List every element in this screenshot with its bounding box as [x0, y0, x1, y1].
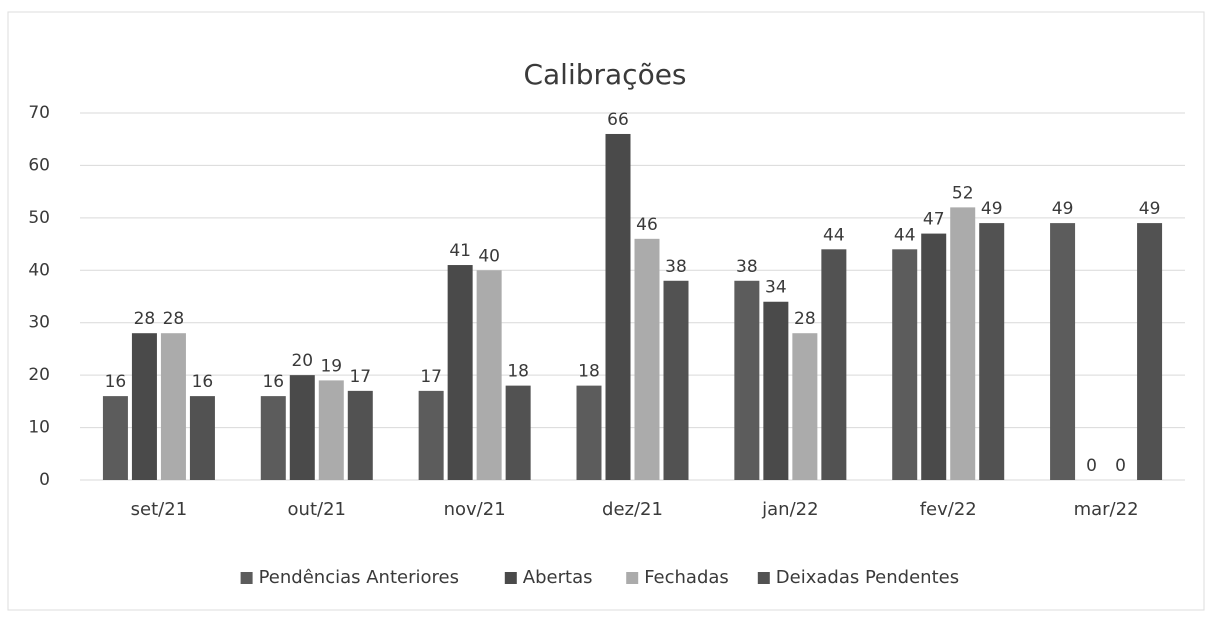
- bar: [734, 280, 760, 480]
- bar: [979, 223, 1005, 480]
- legend-label: Abertas: [523, 567, 593, 588]
- x-tick-label: fev/22: [920, 499, 977, 520]
- data-label: 46: [636, 215, 658, 235]
- data-label: 34: [765, 278, 787, 298]
- data-label: 49: [981, 199, 1003, 219]
- data-label: 28: [134, 309, 156, 329]
- data-label: 20: [291, 351, 313, 371]
- legend-label: Deixadas Pendentes: [776, 567, 959, 588]
- bar: [447, 265, 473, 480]
- legend-swatch: [757, 572, 770, 584]
- data-label: 47: [923, 210, 945, 230]
- bar: [260, 396, 286, 480]
- data-label: 19: [320, 356, 342, 376]
- bar: [418, 390, 444, 480]
- y-tick-label: 30: [28, 313, 50, 333]
- y-tick-label: 50: [28, 208, 50, 228]
- x-tick-label: mar/22: [1074, 499, 1139, 520]
- data-label: 16: [105, 372, 127, 392]
- data-label: 38: [736, 257, 758, 277]
- y-tick-label: 10: [28, 418, 50, 438]
- data-label: 28: [794, 309, 816, 329]
- bar: [102, 396, 128, 480]
- x-tick-label: set/21: [131, 499, 187, 520]
- y-tick-label: 40: [28, 260, 50, 280]
- data-label: 41: [449, 241, 471, 261]
- bar: [892, 249, 918, 480]
- data-label: 66: [607, 110, 629, 130]
- bar: [663, 280, 689, 480]
- data-label: 38: [665, 257, 687, 277]
- x-tick-label: dez/21: [602, 499, 663, 520]
- legend-swatch: [240, 572, 253, 584]
- bar: [289, 375, 315, 480]
- data-label: 17: [420, 367, 442, 387]
- data-label: 16: [192, 372, 214, 392]
- y-tick-label: 70: [28, 103, 50, 123]
- bar: [318, 380, 344, 480]
- data-label: 49: [1139, 199, 1161, 219]
- bar: [131, 333, 157, 480]
- legend-swatch: [626, 572, 639, 584]
- y-tick-label: 60: [28, 155, 50, 175]
- bar: [821, 249, 847, 480]
- bar: [505, 385, 531, 480]
- bar: [576, 385, 602, 480]
- bar: [921, 233, 947, 480]
- data-label: 18: [578, 362, 600, 382]
- bar: [634, 238, 660, 480]
- bar: [189, 396, 215, 480]
- bar: [476, 270, 502, 480]
- bar: [160, 333, 186, 480]
- x-tick-label: jan/22: [761, 499, 818, 520]
- bar: [763, 301, 789, 480]
- data-label: 44: [894, 225, 916, 245]
- data-label: 49: [1052, 199, 1074, 219]
- data-label: 17: [349, 367, 371, 387]
- bar: [605, 133, 631, 480]
- bar: [1137, 223, 1163, 480]
- legend-swatch: [504, 572, 517, 584]
- y-tick-label: 20: [28, 365, 50, 385]
- bar: [1050, 223, 1076, 480]
- chart-title: Calibrações: [523, 58, 686, 91]
- x-tick-label: out/21: [288, 499, 346, 520]
- y-tick-label: 0: [39, 470, 50, 490]
- bar: [950, 207, 976, 480]
- data-label: 0: [1115, 456, 1126, 476]
- x-tick-label: nov/21: [444, 499, 506, 520]
- legend-label: Pendências Anteriores: [259, 567, 459, 588]
- data-label: 0: [1086, 456, 1097, 476]
- data-label: 16: [262, 372, 284, 392]
- data-label: 52: [952, 183, 974, 203]
- data-label: 28: [163, 309, 185, 329]
- data-label: 40: [478, 246, 500, 266]
- data-label: 18: [507, 362, 529, 382]
- data-label: 44: [823, 225, 845, 245]
- bar: [792, 333, 818, 480]
- bar: [347, 390, 373, 480]
- legend-label: Fechadas: [644, 567, 729, 588]
